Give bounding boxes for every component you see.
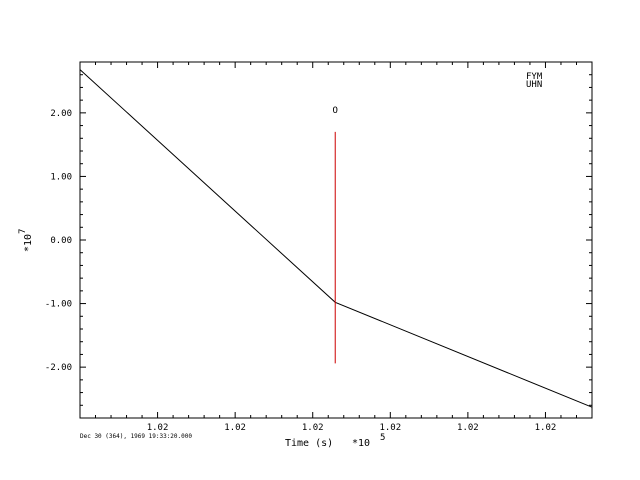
x-axis-multiplier: *10 bbox=[352, 438, 370, 449]
x-tick-label: 1.02 bbox=[535, 423, 557, 433]
series-layer bbox=[79, 69, 593, 408]
phase-marker-label: O bbox=[333, 106, 338, 116]
x-tick-label: 1.02 bbox=[457, 423, 479, 433]
y-axis-multiplier-exponent: 7 bbox=[18, 229, 28, 234]
x-tick-label: 1.02 bbox=[379, 423, 401, 433]
seismogram-trace bbox=[79, 69, 593, 408]
marker-layer: O bbox=[333, 106, 338, 364]
timestamp-label: Dec 30 (364), 1969 19:33:20.000 bbox=[80, 433, 192, 440]
x-tick-label: 1.02 bbox=[224, 423, 246, 433]
x-tick-label: 1.02 bbox=[302, 423, 324, 433]
y-tick-label: 1.00 bbox=[50, 172, 72, 182]
y-tick-label: 2.00 bbox=[50, 109, 72, 119]
y-axis-multiplier: *10 bbox=[23, 234, 34, 252]
y-tick-label: -2.00 bbox=[45, 363, 72, 373]
x-tick-label: 1.02 bbox=[147, 423, 169, 433]
station-label: FYM bbox=[526, 72, 543, 82]
x-axis-multiplier-exponent: 5 bbox=[380, 433, 385, 443]
y-tick-label: 0.00 bbox=[50, 236, 72, 246]
tick-layer: 1.02 1.02 1.02 1.02 1.02 1.02 2.00 1.00 0.00 -1.0… bbox=[45, 61, 593, 433]
y-tick-label: -1.00 bbox=[45, 300, 72, 310]
x-axis-label: Time (s) bbox=[285, 438, 333, 449]
channel-label: UHN bbox=[526, 80, 542, 90]
